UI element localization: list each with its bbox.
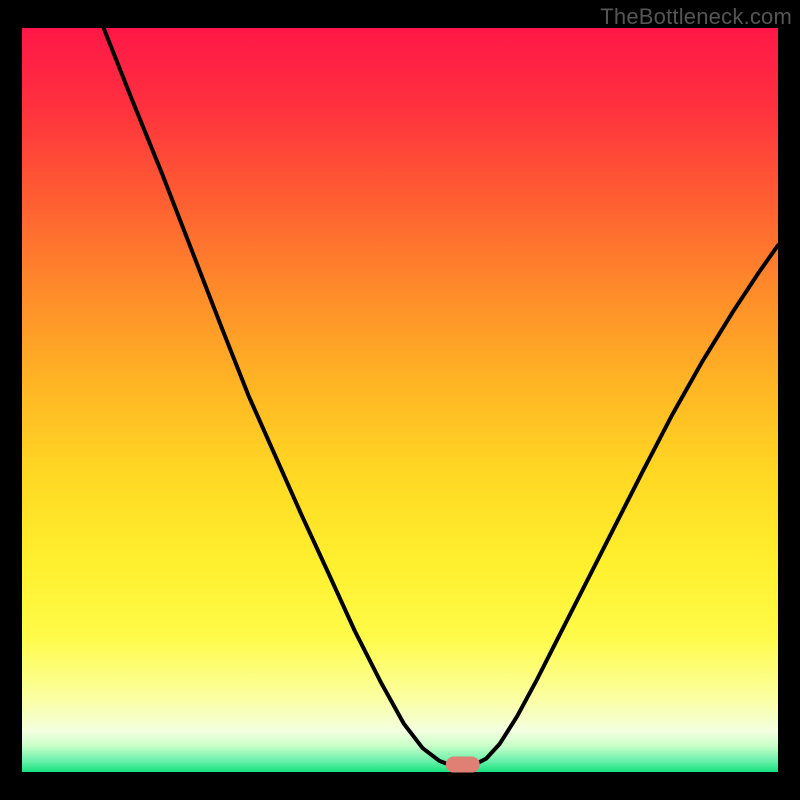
bottleneck-chart	[0, 0, 800, 800]
watermark-text: TheBottleneck.com	[600, 4, 792, 30]
gradient-background	[22, 28, 778, 772]
chart-container: TheBottleneck.com	[0, 0, 800, 800]
optimal-marker	[446, 757, 480, 773]
